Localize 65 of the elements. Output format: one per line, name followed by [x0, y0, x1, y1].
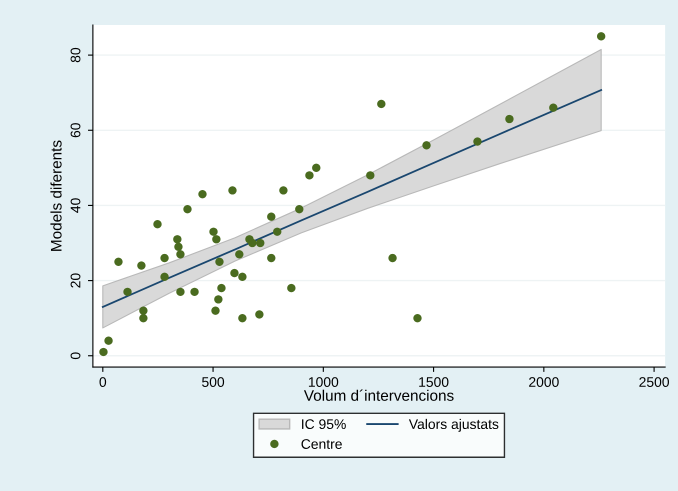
point	[388, 254, 397, 262]
point	[104, 336, 113, 345]
point	[413, 314, 422, 322]
y-tick-label: 20	[70, 273, 80, 288]
y-tick-label: 0	[70, 352, 80, 360]
point	[198, 190, 207, 198]
x-tick-label: 1500	[419, 377, 448, 387]
point	[505, 114, 514, 124]
point	[214, 295, 223, 304]
y-tick-label: 80	[70, 48, 80, 62]
legend-label: Centre	[301, 439, 342, 449]
point	[230, 268, 239, 278]
point	[217, 284, 226, 292]
point	[377, 100, 386, 108]
point	[256, 238, 264, 248]
point	[238, 272, 247, 281]
point	[215, 258, 224, 266]
x-tick-label: 2500	[639, 377, 669, 387]
point	[114, 258, 123, 266]
point	[255, 310, 264, 319]
point	[312, 164, 320, 172]
point	[153, 220, 162, 228]
point	[160, 254, 169, 262]
point	[228, 186, 237, 195]
point	[176, 288, 185, 296]
point	[549, 104, 558, 112]
point	[473, 137, 482, 146]
point	[267, 212, 276, 221]
x-axis-title: Volum d´intervencions	[304, 390, 454, 401]
point	[305, 171, 314, 180]
point	[422, 141, 431, 150]
point	[190, 288, 199, 296]
y-tick-label: 60	[70, 123, 80, 138]
point	[238, 314, 247, 322]
point	[176, 250, 185, 258]
point	[183, 205, 192, 214]
point	[123, 288, 132, 296]
point	[273, 228, 282, 236]
x-tick-label: 0	[99, 377, 106, 387]
legend-label: Valors ajustats	[408, 418, 498, 432]
line-series	[102, 89, 602, 308]
text: IC 95%	[302, 419, 346, 430]
point	[279, 186, 288, 195]
point	[173, 235, 182, 244]
point	[235, 250, 244, 258]
x-tick-label: 1000	[308, 377, 338, 387]
point	[99, 348, 108, 356]
point	[174, 242, 183, 251]
point	[211, 306, 220, 315]
point	[139, 314, 148, 322]
x-tick-label: 500	[202, 377, 224, 387]
x-tick-label: 2000	[529, 377, 559, 387]
point	[248, 238, 256, 248]
point	[287, 284, 296, 292]
point	[267, 254, 276, 262]
y-tick-label: 40	[70, 198, 80, 213]
point	[209, 228, 218, 236]
point	[366, 171, 374, 180]
point	[212, 235, 221, 244]
y-axis-title: Models diferents	[50, 140, 62, 251]
point	[597, 32, 606, 40]
point	[137, 261, 146, 270]
point	[139, 306, 148, 315]
point	[160, 272, 169, 281]
point	[295, 205, 304, 214]
